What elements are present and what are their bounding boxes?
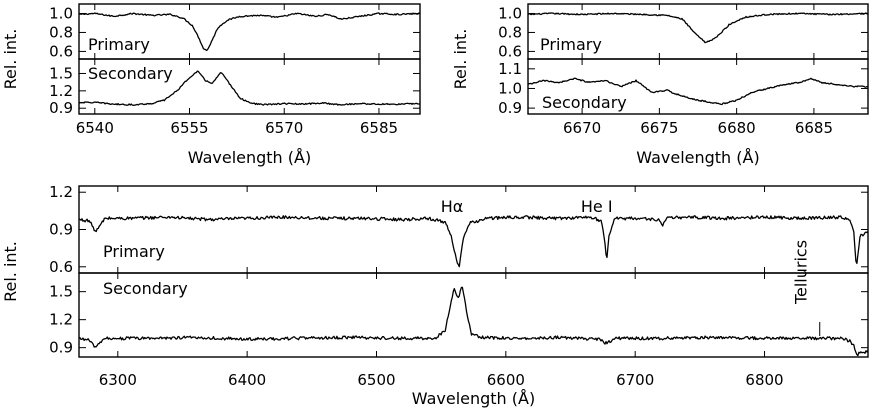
panel-frame xyxy=(78,58,421,115)
y-tick-label: 0.9 xyxy=(49,221,73,239)
y-tick-label: 0.8 xyxy=(498,23,522,41)
y-tick-label: 0.6 xyxy=(49,258,73,276)
y-tick-label: 0.9 xyxy=(49,99,73,117)
spectrum-secondary xyxy=(78,70,421,106)
x-tick-label: 6400 xyxy=(228,371,266,389)
y-tick-label: 1.0 xyxy=(498,4,522,22)
panel-primary: 0.6 0.9 1.2 Primary xyxy=(49,183,869,276)
y-axis-label: Rel. int. xyxy=(1,241,20,302)
panel-label: Secondary xyxy=(542,93,627,112)
y-tick-label: 1.2 xyxy=(49,82,73,100)
line-annotation: Hα xyxy=(441,197,464,216)
y-tick-label: 0.9 xyxy=(498,99,522,117)
y-axis-label: Rel. int. xyxy=(1,29,20,90)
y-tick-label: 0.6 xyxy=(49,42,73,60)
spectrum-secondary xyxy=(79,286,869,357)
panel-secondary: 0.9 1.01.1 Secondary xyxy=(498,58,869,117)
y-tick-label: 0.6 xyxy=(498,42,522,60)
y-tick-label: 0.9 xyxy=(49,339,73,357)
y-tick-label: 1.5 xyxy=(49,64,73,82)
panel-primary: 0.60.81.0 Primary xyxy=(498,3,869,60)
x-tick-label: 6300 xyxy=(99,371,137,389)
x-axis-label: Wavelength (Å) xyxy=(412,389,535,408)
x-tick-label: 6540 xyxy=(76,119,114,137)
x-axis-label: Wavelength (Å) xyxy=(188,148,311,167)
panel-secondary: 0.9 1.2 1.5 Secondary xyxy=(49,272,869,358)
spectrum-primary xyxy=(78,215,869,268)
chart-bottom: 0.6 0.9 1.2 Primary 0.9 1.2 1.5 Secondary 6300 64… xyxy=(1,183,869,408)
x-tick-label: 6585 xyxy=(360,119,398,137)
x-tick-label: 6670 xyxy=(563,119,601,137)
panel-label: Primary xyxy=(540,35,602,54)
y-tick-label: 1.0 xyxy=(498,79,522,97)
x-tick-label: 6500 xyxy=(357,371,395,389)
y-tick-label: 1.2 xyxy=(49,183,73,201)
chart-top-left: 0.60.81.0 Primary 0.91.21.5 Secondary 6540 65… xyxy=(1,3,421,167)
spectrum-primary xyxy=(527,12,869,44)
y-tick-label: 1.0 xyxy=(49,4,73,22)
x-tick-label: 6675 xyxy=(640,119,678,137)
panel-frame xyxy=(78,185,869,274)
panel-primary: 0.60.81.0 Primary xyxy=(49,3,421,60)
y-tick-label: 1.1 xyxy=(498,60,522,78)
x-tick-label: 6685 xyxy=(795,119,833,137)
y-tick-label: 1.5 xyxy=(49,283,73,301)
x-tick-label: 6700 xyxy=(616,371,654,389)
y-axis-label: Rel. int. xyxy=(451,29,470,90)
x-tick-label: 6570 xyxy=(265,119,303,137)
panel-label: Primary xyxy=(103,242,165,261)
line-annotation: He I xyxy=(581,197,613,216)
x-tick-label: 6600 xyxy=(487,371,525,389)
panel-frame xyxy=(78,272,869,358)
x-tick-label: 6680 xyxy=(718,119,756,137)
x-axis-label: Wavelength (Å) xyxy=(636,148,759,167)
panel-label: Secondary xyxy=(103,279,188,298)
y-tick-label: 1.2 xyxy=(49,311,73,329)
y-tick-label: 0.8 xyxy=(49,23,73,41)
spectrum-secondary xyxy=(527,77,869,106)
panel-label: Secondary xyxy=(88,64,173,83)
panel-secondary: 0.91.21.5 Secondary xyxy=(49,58,421,117)
x-tick-label: 6555 xyxy=(170,119,208,137)
panel-label: Primary xyxy=(88,35,150,54)
tellurics-annotation: Tellurics xyxy=(792,240,811,305)
x-tick-label: 6800 xyxy=(745,371,783,389)
spectrum-primary xyxy=(78,12,421,52)
